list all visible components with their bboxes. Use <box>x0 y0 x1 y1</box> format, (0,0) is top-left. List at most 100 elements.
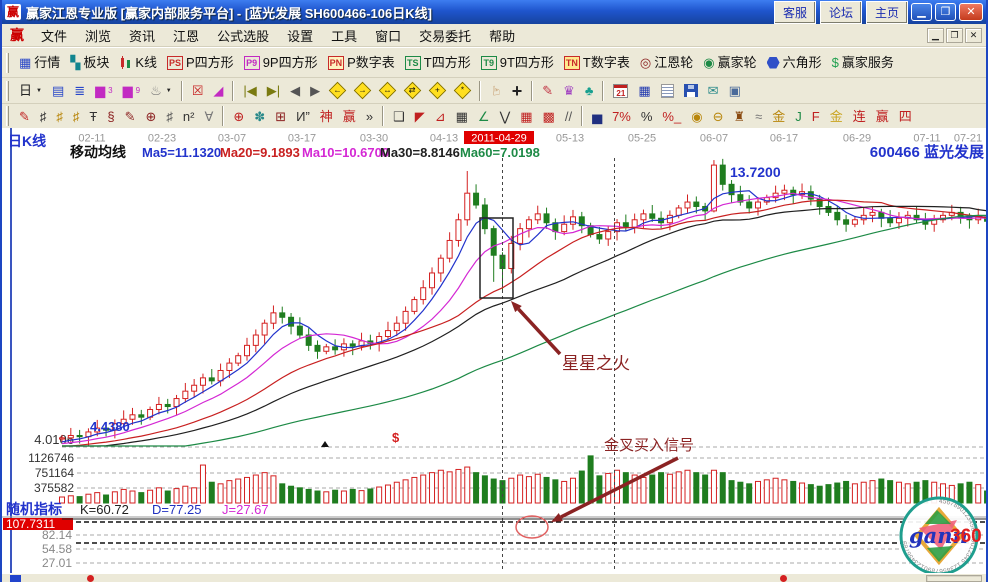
four-angle-button[interactable]: 四 <box>894 108 917 125</box>
red-grid-button[interactable]: ▦ <box>515 108 537 125</box>
calculator-button[interactable]: ▦ <box>633 82 655 99</box>
menu-浏览[interactable]: 浏览 <box>85 28 112 44</box>
grid-fan-button[interactable]: ⊿ <box>430 108 451 125</box>
menu-公式选股[interactable]: 公式选股 <box>217 28 270 44</box>
circle-grid-button[interactable]: ⊕ <box>141 108 162 125</box>
n2-button[interactable]: n² <box>178 108 200 125</box>
color-chart-button[interactable]: ◢ <box>208 82 228 99</box>
a-line-button[interactable]: ∀ <box>199 108 218 125</box>
wave-button[interactable]: ≈ <box>750 108 767 125</box>
gold-button[interactable]: 金 <box>767 108 790 125</box>
v-lines-button[interactable]: ⋁ <box>495 108 516 125</box>
notes-button[interactable] <box>656 82 679 100</box>
menu-文件[interactable]: 文件 <box>41 28 68 44</box>
shen-button[interactable]: 神 <box>315 108 338 125</box>
menu-工具[interactable]: 工具 <box>331 28 358 44</box>
kline-button[interactable]: K线 <box>114 54 162 72</box>
more-tools-button[interactable]: » <box>361 108 378 125</box>
compare-button[interactable]: ☒ <box>187 82 209 99</box>
chart-type-button[interactable]: 日 ▼ <box>14 82 47 99</box>
t-square-button[interactable]: TS T四方形 <box>400 54 476 72</box>
child-minimize-button[interactable]: ▁ <box>927 27 944 43</box>
minimize-button[interactable]: ▁ <box>911 3 932 21</box>
red-grid2-button[interactable]: ▩ <box>538 108 560 125</box>
winner-wheel-button[interactable]: ◉ 赢家轮 <box>698 54 761 71</box>
t9-square-button[interactable]: T9 9T四方形 <box>476 54 559 72</box>
quotes-button[interactable]: ▦ 行情 <box>14 54 65 71</box>
p9-square-button[interactable]: P9 9P四方形 <box>239 54 323 72</box>
zoom-all-button[interactable]: + <box>425 81 450 100</box>
f-grid-button[interactable]: Ŧ <box>84 108 102 125</box>
pct-line-button[interactable]: %_ <box>657 108 686 125</box>
pen2-button[interactable]: ✎ <box>120 108 141 125</box>
home-button[interactable]: 主页 <box>865 0 908 24</box>
gold-line-button[interactable]: ⊖ <box>708 108 729 125</box>
menu-设置[interactable]: 设置 <box>287 28 314 44</box>
shift-right-button[interactable]: → <box>350 81 375 100</box>
method369-button[interactable]: § <box>102 108 119 125</box>
comb2-button[interactable]: ♯ <box>161 108 178 125</box>
info-list-button[interactable]: ≣ <box>69 82 90 99</box>
menu-窗口[interactable]: 窗口 <box>375 28 402 44</box>
save-button[interactable] <box>679 82 703 99</box>
speed-angle-button[interactable]: 连 <box>848 108 871 125</box>
ying-button[interactable]: 赢 <box>338 108 361 125</box>
shift-left-button[interactable]: ← <box>325 81 350 100</box>
gold-circle-button[interactable]: ◉ <box>686 108 707 125</box>
flask-button[interactable]: ♨ ▼ <box>145 82 177 99</box>
fan-button[interactable]: ◤ <box>410 108 430 125</box>
yi-button[interactable]: И” <box>291 108 315 125</box>
snowflake-button[interactable]: ✽ <box>249 108 270 125</box>
gold-angle-button[interactable]: 金 <box>825 108 848 125</box>
magic-tool-button[interactable]: ♛ <box>558 82 580 99</box>
forum-button[interactable]: 论坛 <box>819 0 862 24</box>
compress-h-button[interactable]: ⇄ <box>400 81 425 100</box>
sectors-button[interactable]: ▚ 板块 <box>65 54 114 71</box>
draw-pen-button[interactable]: ✎ <box>537 82 558 99</box>
compass-button[interactable]: ⊕ <box>228 108 249 125</box>
gold-comb2-button[interactable]: ♯ <box>68 108 85 125</box>
gann-wheel-button[interactable]: ◎ 江恩轮 <box>635 54 698 71</box>
j-angle-button[interactable]: J <box>790 108 807 125</box>
mail-button[interactable]: ✉ <box>703 82 724 99</box>
winner-service-button[interactable]: $ 赢家服务 <box>827 54 899 71</box>
crosshair-button[interactable]: + <box>507 80 528 102</box>
child-close-button[interactable]: ✕ <box>965 27 982 43</box>
comb-button[interactable]: ♯ <box>35 108 52 125</box>
last-page-button[interactable]: ▶| <box>262 82 285 99</box>
hand-tool-button[interactable]: ☞ <box>485 82 507 99</box>
computer-button[interactable]: ▣ <box>724 82 746 99</box>
hist-button[interactable]: ▅ <box>587 108 607 125</box>
web-grid-button[interactable]: ⊞ <box>270 108 291 125</box>
pct7-button[interactable]: 7% <box>607 108 636 125</box>
first-page-button[interactable]: |◀ <box>238 82 261 99</box>
prev-button[interactable]: ◀ <box>285 82 305 99</box>
window-layout-button[interactable]: ▤ <box>47 82 69 99</box>
hexagon-button[interactable]: 六角形 <box>762 54 827 71</box>
black-grid-button[interactable]: ▦ <box>451 108 473 125</box>
chart-panel[interactable]: 02-11 02-23 03-07 03-17 03-30 04-13 2011-04-29… <box>2 128 986 573</box>
p-number-button[interactable]: PN P数字表 <box>323 54 400 72</box>
child-restore-button[interactable]: ❐ <box>946 27 963 43</box>
reset-view-button[interactable]: * <box>450 81 475 100</box>
menu-江恩[interactable]: 江恩 <box>173 28 200 44</box>
gann-pen-button[interactable]: ✎ <box>14 108 35 125</box>
t-number-button[interactable]: TN T数字表 <box>559 54 635 72</box>
menu-帮助[interactable]: 帮助 <box>489 28 516 44</box>
square-tool-button[interactable]: ❑ <box>388 108 410 125</box>
f-angle-button[interactable]: F <box>807 108 825 125</box>
next-button[interactable]: ▶ <box>305 82 325 99</box>
pct-button[interactable]: % <box>636 108 658 125</box>
diag-lines-button[interactable]: // <box>560 108 577 125</box>
win-angle-button[interactable]: 赢 <box>871 108 894 125</box>
chart-canvas[interactable]: 02-11 02-23 03-07 03-17 03-30 04-13 2011-04-29… <box>2 128 988 573</box>
pattern-tool-button[interactable]: ♣ <box>580 82 599 99</box>
bars9-button[interactable]: ▆ 9 <box>118 82 145 99</box>
p-square-button[interactable]: PS P四方形 <box>162 54 239 72</box>
close-button[interactable]: ✕ <box>959 3 983 21</box>
service-button[interactable]: 客服 <box>773 0 816 24</box>
maximize-button[interactable]: ❐ <box>935 3 956 21</box>
gold-comb1-button[interactable]: ♯ <box>51 108 68 125</box>
expand-h-button[interactable]: ↔ <box>375 81 400 100</box>
menu-资讯[interactable]: 资讯 <box>129 28 156 44</box>
